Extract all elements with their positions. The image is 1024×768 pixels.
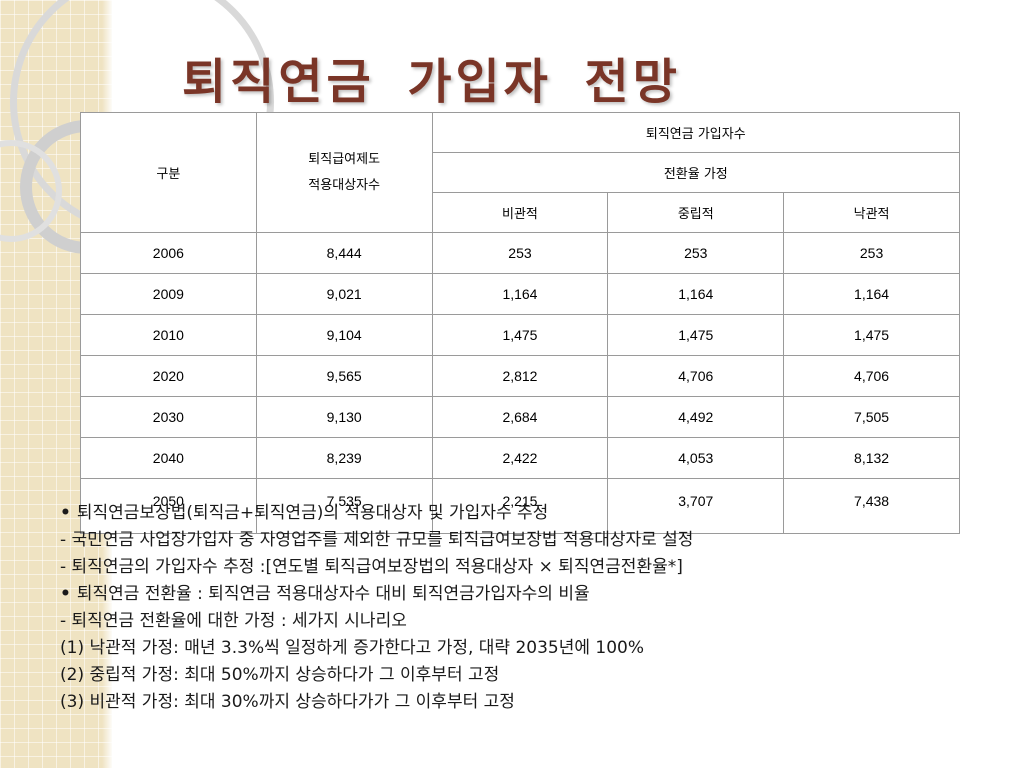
header-assumption: 전환율 가정 — [431, 152, 961, 193]
cell-year: 2006 — [80, 232, 257, 274]
cell-eligible: 8,239 — [255, 437, 433, 479]
slide-title: 퇴직연금 가입자 전망 — [182, 54, 681, 110]
table-row: 2030 9,130 2,684 4,492 7,505 — [80, 396, 960, 438]
cell-year: 2040 — [80, 437, 257, 479]
cell-neutral: 253 — [607, 232, 785, 274]
cell-eligible: 9,565 — [255, 355, 433, 397]
cell-eligible: 7,535 — [255, 478, 433, 534]
footnotes: • 퇴직연금보상법(퇴직금+퇴직연금)의 적용대상자 및 가입자수 추정 - 국민… — [60, 500, 1010, 716]
note-line: (2) 중립적 가정: 최대 50%까지 상승하다가 그 이후부터 고정 — [60, 665, 500, 685]
note-line: • 퇴직연금 전환율 : 퇴직연금 적용대상자수 대비 퇴직연금가입자수의 비율 — [60, 581, 1010, 608]
cell-pessimistic: 2,215 — [431, 478, 609, 534]
header-eligible: 퇴직급여제도 적용대상자수 — [255, 112, 433, 233]
note-line: - 퇴직연금 전환율에 대한 가정 : 세가지 시나리오 — [60, 611, 407, 631]
cell-eligible: 9,021 — [255, 273, 433, 315]
header-eligible-line2: 적용대상자수 — [308, 177, 381, 193]
cell-neutral: 4,706 — [607, 355, 785, 397]
table-row: 2010 9,104 1,475 1,475 1,475 — [80, 314, 960, 356]
cell-pessimistic: 253 — [431, 232, 609, 274]
cell-optimistic: 4,706 — [783, 355, 960, 397]
subscriber-forecast-table: 구분 퇴직급여제도 적용대상자수 퇴직연금 가입자수 전환율 가정 비관적 중립… — [80, 112, 961, 534]
header-subscribers: 퇴직연금 가입자수 — [431, 112, 961, 153]
cell-pessimistic: 1,164 — [431, 273, 609, 315]
cell-eligible: 9,130 — [255, 396, 433, 438]
cell-neutral: 1,164 — [607, 273, 785, 315]
header-optimistic: 낙관적 — [783, 192, 960, 233]
note-line: • 퇴직연금보상법(퇴직금+퇴직연금)의 적용대상자 및 가입자수 추정 — [60, 500, 1010, 527]
cell-neutral: 4,492 — [607, 396, 785, 438]
cell-pessimistic: 2,812 — [431, 355, 609, 397]
cell-optimistic: 1,475 — [783, 314, 960, 356]
cell-eligible: 8,444 — [255, 232, 433, 274]
table-header-row: 구분 퇴직급여제도 적용대상자수 퇴직연금 가입자수 — [80, 112, 961, 233]
cell-neutral: 4,053 — [607, 437, 785, 479]
bullet-icon: • — [60, 503, 71, 523]
cell-pessimistic: 2,422 — [431, 437, 609, 479]
note-line: - 퇴직연금의 가입자수 추정 :[연도별 퇴직급여보장법의 적용대상자 × 퇴… — [60, 557, 683, 577]
table-header-row: 전환율 가정 — [81, 152, 961, 193]
header-neutral: 중립적 — [607, 192, 785, 233]
note-line: - 국민연금 사업장가입자 중 자영업주를 제외한 규모를 퇴직급여보장법 적용… — [60, 530, 694, 550]
cell-year: 2020 — [80, 355, 257, 397]
cell-year: 2030 — [80, 396, 257, 438]
cell-pessimistic: 1,475 — [431, 314, 609, 356]
table-header-row: 비관적 중립적 낙관적 — [81, 192, 960, 233]
cell-eligible: 9,104 — [255, 314, 433, 356]
bullet-icon: • — [60, 584, 71, 604]
cell-optimistic: 1,164 — [783, 273, 960, 315]
cell-optimistic: 253 — [783, 232, 960, 274]
table-row: 2020 9,565 2,812 4,706 4,706 — [80, 355, 960, 397]
cell-neutral: 1,475 — [607, 314, 785, 356]
cell-optimistic: 7,438 — [783, 478, 960, 534]
table-row: 2006 8,444 253 253 253 — [80, 232, 960, 274]
cell-pessimistic: 2,684 — [431, 396, 609, 438]
table-row: 2050 7,535 2,215 3,707 7,438 — [80, 478, 960, 534]
note-line: (3) 비관적 가정: 최대 30%까지 상승하다가가 그 이후부터 고정 — [60, 692, 515, 712]
cell-neutral: 3,707 — [607, 478, 785, 534]
header-pessimistic: 비관적 — [431, 192, 609, 233]
note-text: 퇴직연금 전환율 : 퇴직연금 적용대상자수 대비 퇴직연금가입자수의 비율 — [76, 584, 590, 604]
cell-year: 2009 — [80, 273, 257, 315]
note-line: (1) 낙관적 가정: 매년 3.3%씩 일정하게 증가한다고 가정, 대략 2… — [60, 638, 645, 658]
note-text: 퇴직연금보상법(퇴직금+퇴직연금)의 적용대상자 및 가입자수 추정 — [76, 503, 549, 523]
header-category: 구분 — [80, 112, 257, 233]
table-row: 2040 8,239 2,422 4,053 8,132 — [80, 437, 960, 479]
header-eligible-line1: 퇴직급여제도 — [308, 151, 381, 167]
cell-optimistic: 7,505 — [783, 396, 960, 438]
cell-optimistic: 8,132 — [783, 437, 960, 479]
cell-year: 2010 — [80, 314, 257, 356]
cell-year: 2050 — [80, 478, 257, 534]
table-row: 2009 9,021 1,164 1,164 1,164 — [80, 273, 960, 315]
